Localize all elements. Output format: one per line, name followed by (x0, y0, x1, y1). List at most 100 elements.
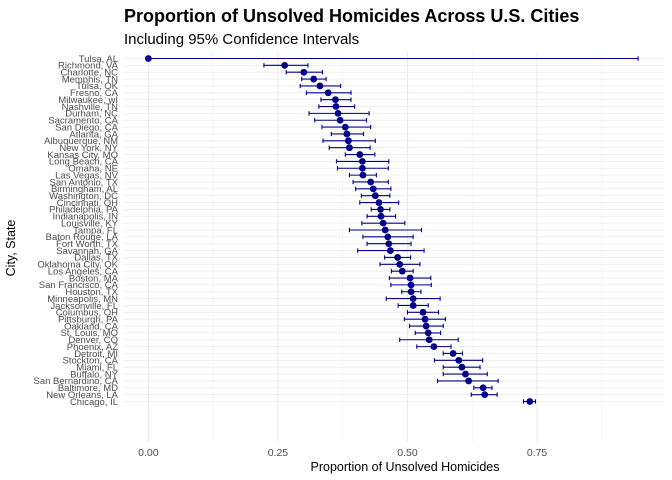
data-point (386, 247, 394, 254)
data-point (358, 164, 366, 172)
data-point (281, 61, 289, 69)
data-point (421, 315, 429, 323)
y-tick-label: Louisville, KY (61, 218, 119, 229)
y-tick-label: Tulsa, AL (79, 54, 118, 65)
y-tick-label: Birmingham, AL (51, 184, 118, 195)
data-point (462, 370, 469, 378)
y-tick-label: Oakland, CA (64, 321, 119, 332)
y-tick-label: Fresno, CA (70, 88, 119, 99)
x-tick-label: 0.50 (397, 447, 418, 459)
chart-subtitle: Including 95% Confidence Intervals (124, 31, 360, 48)
y-tick-label: Charlotte, NC (60, 68, 118, 79)
y-tick-label: Buffalo, NY (70, 369, 119, 380)
data-point (479, 384, 487, 392)
data-point (332, 103, 340, 110)
y-tick-label: Long Beach, CA (49, 157, 119, 168)
y-tick-label: St. Louis, MO (60, 328, 118, 339)
data-point (324, 89, 332, 97)
y-tick-label: Nashville, TN (62, 102, 118, 113)
y-tick-label: Tulsa, OK (76, 81, 119, 92)
data-point (371, 192, 379, 200)
data-point (430, 343, 438, 351)
y-tick-label: Minneapolis, MN (47, 294, 118, 305)
data-point (343, 130, 351, 138)
data-point (377, 206, 384, 213)
data-point (377, 212, 385, 220)
data-point (465, 377, 473, 385)
y-tick-label: Los Angeles, CA (48, 266, 119, 277)
data-point (424, 329, 432, 337)
x-tick-label: 0.75 (527, 447, 548, 459)
y-tick-label: Baltimore, MD (58, 383, 118, 394)
x-tick-label: 0.25 (268, 447, 289, 459)
data-point (409, 295, 417, 302)
y-tick-label: Detroit, MI (74, 349, 118, 360)
y-tick-label: Chicago, IL (70, 397, 118, 408)
data-point (407, 281, 415, 289)
data-point (344, 137, 352, 145)
y-tick-label: Sacramento, CA (48, 116, 118, 127)
data-point (407, 288, 415, 296)
y-tick-label: New Orleans, LA (46, 390, 118, 401)
y-tick-label: Durham, NC (65, 109, 118, 120)
y-tick-label: Atlanta, GA (69, 129, 118, 140)
grid-layer (124, 52, 664, 442)
data-point (316, 82, 324, 90)
y-tick-label: Savannah, GA (56, 246, 118, 257)
data-point (406, 274, 414, 282)
data-point (300, 68, 308, 76)
data-point (458, 363, 466, 371)
y-tick-label: San Francisco, CA (39, 280, 119, 291)
x-axis-title: Proportion of Unsolved Homicides (311, 460, 500, 474)
y-tick-label: Las Vegas, NV (55, 170, 119, 181)
data-point (455, 356, 463, 364)
data-point (425, 336, 433, 344)
data-point (367, 178, 375, 186)
y-tick-label: San Bernardino, CA (34, 376, 119, 387)
data-point (394, 254, 402, 261)
data-point (381, 226, 389, 234)
y-tick-label: New York, NY (59, 143, 118, 154)
data-point (526, 398, 534, 405)
y-tick-label: Houston, TX (65, 287, 118, 298)
y-tick-label: Boston, MA (69, 273, 119, 284)
data-point (358, 158, 366, 165)
data-point (332, 96, 339, 104)
data-point (336, 116, 344, 124)
point-layer (144, 55, 534, 405)
y-tick-label: Omaha, NE (68, 164, 118, 175)
y-tick-label: Pittsburgh, PA (58, 314, 119, 325)
y-tick-label: Jacksonville, FL (50, 301, 118, 312)
y-tick-label: Albuquerque, NM (44, 136, 118, 147)
y-tick-label: Tampa, FL (73, 225, 118, 236)
y-tick-label: Miami, FL (76, 363, 118, 374)
data-point (419, 308, 427, 316)
data-point (334, 109, 342, 117)
data-point (384, 233, 392, 241)
y-tick-label: Washington, DC (49, 191, 118, 202)
y-tick-label: Baton Rouge, LA (46, 232, 119, 243)
chart-title: Proportion of Unsolved Homicides Across … (124, 6, 580, 26)
y-tick-label: Memphis, TN (62, 74, 118, 85)
data-point (396, 260, 404, 268)
x-tick-label: 0.00 (138, 447, 159, 459)
y-tick-label: San Diego, CA (55, 122, 119, 133)
data-point (409, 302, 417, 309)
data-point (385, 240, 393, 248)
data-point (481, 391, 489, 399)
data-point (375, 199, 383, 206)
y-tick-label: Kansas City, MO (47, 150, 118, 161)
data-point (341, 123, 349, 131)
data-point (144, 55, 152, 62)
data-point (449, 350, 457, 357)
y-tick-label: Cincinnati, OH (57, 198, 118, 209)
y-tick-label: Philadelphia, PA (49, 205, 119, 216)
y-tick-label: Denver, CO (68, 335, 118, 346)
y-tick-label: Oklahoma City, OK (37, 260, 118, 271)
y-axis-title: City, State (4, 220, 18, 277)
data-point (356, 151, 364, 158)
data-point (310, 75, 318, 83)
data-point (359, 171, 367, 179)
